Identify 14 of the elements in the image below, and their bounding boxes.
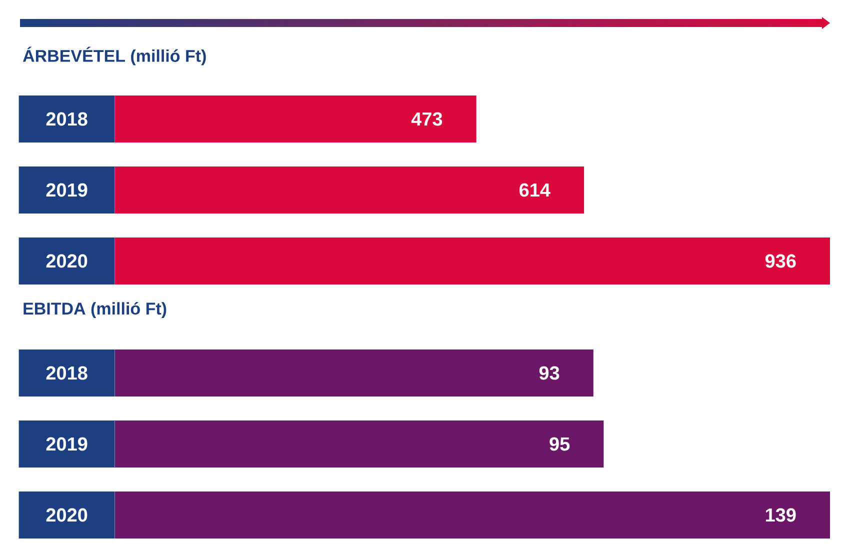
- y-tick-label: 2020: [46, 254, 88, 268]
- y-tick-label: 2019: [46, 437, 88, 451]
- data-label: 93: [539, 366, 560, 380]
- data-label: 139: [766, 508, 796, 522]
- data-label: 614: [519, 183, 550, 197]
- y-tick-label: 2019: [46, 183, 88, 197]
- y-tick-label: 2020: [46, 508, 88, 522]
- data-label: 473: [411, 112, 442, 126]
- chart-title: EBITDA (millió Ft): [24, 302, 166, 318]
- y-tick-label: 2018: [46, 112, 88, 126]
- chart-title: ÁRBEVÉTEL (millió Ft): [22, 46, 206, 66]
- data-label: 936: [765, 254, 796, 268]
- y-tick-label: 2018: [46, 366, 88, 380]
- data-label: 95: [550, 437, 570, 451]
